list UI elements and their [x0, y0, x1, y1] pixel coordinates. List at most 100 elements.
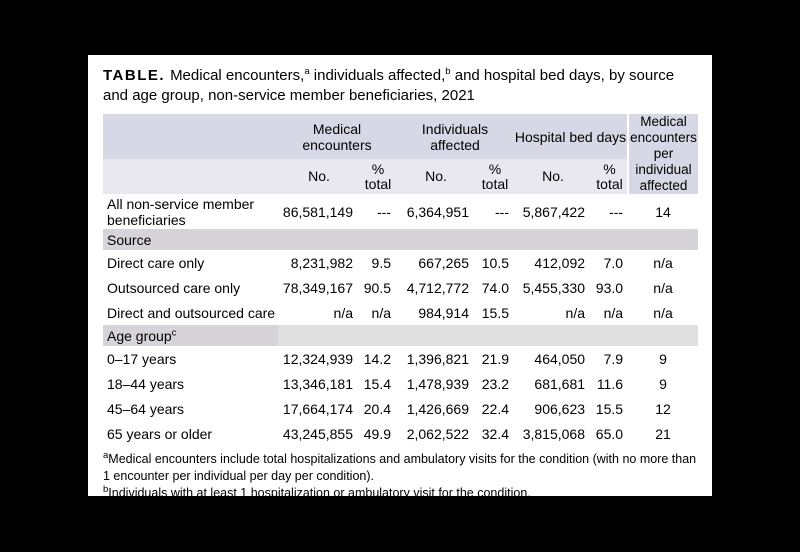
- header-individuals-affected: Individuals affected: [396, 114, 515, 160]
- hbd-pct-value: 65.0: [595, 425, 624, 442]
- mepi-value: 12: [655, 400, 671, 417]
- header-me-pct: % total: [360, 159, 396, 194]
- mepi-value: 21: [655, 425, 671, 442]
- footnote-b-text: Individuals with at least 1 hospitalizat…: [108, 486, 531, 496]
- ia-no-value: 2,062,522: [406, 425, 469, 442]
- row-label: 45–64 years: [107, 400, 185, 417]
- header-empty-cell: [103, 159, 278, 194]
- hbd-pct-value: n/a: [603, 304, 624, 321]
- me-no-value: 43,245,855: [282, 425, 353, 442]
- hbd-pct-value: ---: [609, 203, 624, 220]
- me-pct-value: 20.4: [363, 400, 391, 417]
- ia-pct-value: 15.5: [481, 304, 510, 321]
- ia-pct-value: 23.2: [481, 375, 510, 392]
- ia-no-value: 984,914: [418, 304, 469, 321]
- section-superscript-c: c: [171, 326, 177, 338]
- mepi-value: 9: [659, 375, 667, 392]
- table-row-direct-and-outsourced: Direct and outsourced care n/a n/a 984,9…: [103, 300, 698, 325]
- row-label: 65 years or older: [107, 425, 213, 442]
- hbd-no-value: 464,050: [534, 350, 586, 367]
- title-superscript-b: b: [445, 66, 451, 77]
- ia-pct-value: 22.4: [481, 400, 510, 417]
- header-encounters-per-individual: Medical encounters per individual affect…: [627, 114, 699, 194]
- table-row-direct-care: Direct care only 8,231,982 9.5 667,265 1…: [103, 250, 698, 275]
- header-empty-cell: [103, 114, 278, 160]
- footnote-a: aMedical encounters include total hospit…: [103, 451, 698, 485]
- table-title-part1: Medical encounters,: [170, 67, 305, 84]
- data-table: Medical encounters Individuals affected …: [103, 114, 699, 446]
- footnote-b-superscript: b: [103, 483, 109, 495]
- ia-no-value: 667,265: [418, 254, 469, 271]
- ia-no-value: 1,478,939: [406, 375, 469, 392]
- ia-no-value: 6,364,951: [406, 203, 469, 220]
- table-title-part3: and hospital bed days, by source and age…: [103, 67, 675, 104]
- hbd-no-value: n/a: [565, 304, 586, 321]
- row-label: Direct care only: [107, 254, 205, 271]
- me-pct-value: n/a: [371, 304, 391, 321]
- me-no-value: 8,231,982: [290, 254, 353, 271]
- hbd-no-value: 3,815,068: [522, 425, 586, 442]
- me-pct-value: ---: [377, 203, 391, 220]
- hbd-pct-value: 7.9: [603, 350, 624, 367]
- hbd-no-value: 906,623: [534, 400, 586, 417]
- mepi-value: n/a: [653, 279, 673, 296]
- table-title: TABLE. Medical encounters,a individuals a…: [103, 66, 698, 106]
- table-row-outsourced-care: Outsourced care only 78,349,167 90.5 4,7…: [103, 275, 698, 300]
- ia-no-value: 4,712,772: [406, 279, 469, 296]
- ia-no-value: 1,396,821: [406, 350, 469, 367]
- header-hbd-no: No.: [514, 159, 593, 194]
- table-row-age-65-older: 65 years or older 43,245,855 49.9 2,062,…: [103, 421, 698, 446]
- hbd-pct-value: 7.0: [603, 254, 624, 271]
- row-label: 18–44 years: [107, 375, 185, 392]
- table-row-all-beneficiaries: All non-service member beneficiaries 86,…: [103, 194, 698, 229]
- section-label-text: Age group: [107, 327, 172, 344]
- ia-pct-value: 74.0: [481, 279, 510, 296]
- header-medical-encounters: Medical encounters: [278, 114, 396, 160]
- table-card: TABLE. Medical encounters,a individuals a…: [88, 55, 712, 496]
- hbd-no-value: 681,681: [534, 375, 586, 392]
- section-label: Age groupc: [103, 325, 278, 346]
- hbd-pct-value: 11.6: [596, 375, 624, 392]
- row-label: Direct and outsourced care: [107, 304, 276, 321]
- table-title-part2: individuals affected,: [313, 67, 446, 84]
- header-ia-pct: % total: [476, 159, 515, 194]
- section-row-age-group: Age groupc: [103, 325, 699, 346]
- me-pct-value: 15.4: [363, 375, 391, 392]
- footnote-a-text: Medical encounters include total hospita…: [103, 452, 697, 483]
- title-superscript-a: a: [304, 66, 310, 77]
- header-ia-no: No.: [396, 159, 476, 194]
- me-no-value: 86,581,149: [282, 203, 353, 220]
- me-no-value: 13,346,181: [282, 375, 353, 392]
- me-no-value: 12,324,939: [282, 350, 353, 367]
- table-row-age-45-64: 45–64 years 17,664,174 20.4 1,426,669 22…: [103, 396, 698, 421]
- ia-no-value: 1,426,669: [406, 400, 469, 417]
- mepi-value: n/a: [653, 254, 673, 271]
- hbd-no-value: 5,867,422: [522, 203, 586, 220]
- hbd-pct-value: 93.0: [595, 279, 624, 296]
- me-pct-value: 49.9: [363, 425, 391, 442]
- me-no-value: 17,664,174: [282, 400, 353, 417]
- table-row-age-0-17: 0–17 years 12,324,939 14.2 1,396,821 21.…: [103, 346, 698, 371]
- section-band-fill: [278, 229, 699, 250]
- footnote-a-superscript: a: [103, 449, 109, 461]
- mepi-value: 9: [659, 350, 667, 367]
- hbd-no-value: 412,092: [534, 254, 586, 271]
- header-sub-row: No. % total No. % total No. % total: [103, 159, 698, 194]
- header-hbd-pct: % total: [592, 159, 629, 194]
- header-hospital-bed-days: Hospital bed days: [514, 114, 629, 160]
- row-label: Outsourced care only: [107, 279, 241, 296]
- table-title-label: TABLE.: [103, 67, 166, 84]
- me-pct-value: 90.5: [363, 279, 391, 296]
- me-no-value: 78,349,167: [282, 279, 353, 296]
- mepi-value: n/a: [653, 304, 673, 321]
- section-label: Source: [103, 229, 278, 250]
- header-group-row: Medical encounters Individuals affected …: [103, 114, 699, 194]
- ia-pct-value: ---: [495, 203, 510, 220]
- footnote-b: bIndividuals with at least 1 hospitaliza…: [103, 485, 698, 496]
- hbd-no-value: 5,455,330: [522, 279, 586, 296]
- ia-pct-value: 10.5: [481, 254, 510, 271]
- row-label: 0–17 years: [107, 350, 177, 367]
- section-row-source: Source: [103, 229, 699, 250]
- footnotes: aMedical encounters include total hospit…: [103, 451, 698, 496]
